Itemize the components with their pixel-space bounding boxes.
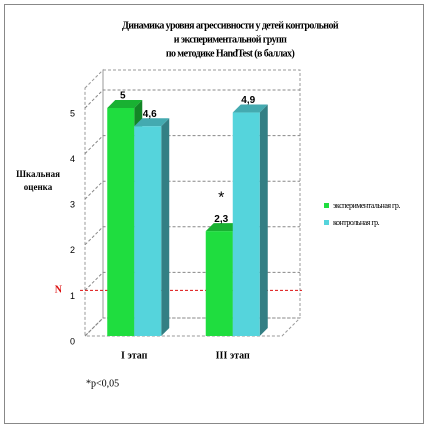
bar bbox=[232, 112, 260, 336]
chart-title: по методике HandTest (в баллах) bbox=[166, 48, 295, 59]
legend-swatch bbox=[324, 203, 329, 208]
bar-top bbox=[232, 104, 268, 113]
significance-mark: * bbox=[218, 189, 224, 206]
footnote: *p<0,05 bbox=[86, 378, 119, 389]
y-tick-label: 3 bbox=[70, 200, 75, 210]
value-label: 2,3 bbox=[214, 214, 228, 225]
side-wall bbox=[84, 68, 104, 338]
chart-title: Динамика уровня агрессивности у детей ко… bbox=[122, 20, 339, 31]
bar bbox=[205, 231, 233, 336]
chart-border bbox=[4, 4, 424, 424]
reference-label: N bbox=[55, 285, 63, 296]
y-tick-label: 1 bbox=[70, 291, 75, 301]
y-tick-label: 5 bbox=[70, 108, 75, 118]
bar-side bbox=[259, 104, 268, 336]
value-label: 5 bbox=[120, 91, 126, 102]
legend-label: экспериментальная гр. bbox=[333, 201, 400, 210]
x-tick-label: I этап bbox=[121, 350, 148, 361]
bar-top bbox=[107, 100, 143, 108]
x-tick-label: III этап bbox=[216, 350, 250, 361]
y-axis-label: Шкальная оценка bbox=[16, 169, 60, 192]
y-tick-label: 4 bbox=[70, 154, 75, 164]
y-tick-label: 0 bbox=[70, 336, 75, 346]
bar-top bbox=[134, 118, 170, 127]
chart-title: и экспериментальной групп bbox=[174, 34, 287, 45]
value-label: 4,6 bbox=[143, 109, 157, 120]
legend-label: контрольная гр. bbox=[333, 218, 380, 227]
bar-side bbox=[161, 118, 170, 337]
grid-line bbox=[84, 89, 300, 109]
bar-top bbox=[205, 223, 241, 232]
legend-swatch bbox=[324, 220, 329, 225]
bar bbox=[134, 126, 162, 337]
y-tick-label: 2 bbox=[70, 245, 75, 255]
bar bbox=[107, 108, 135, 336]
value-label: 4,9 bbox=[241, 95, 255, 106]
